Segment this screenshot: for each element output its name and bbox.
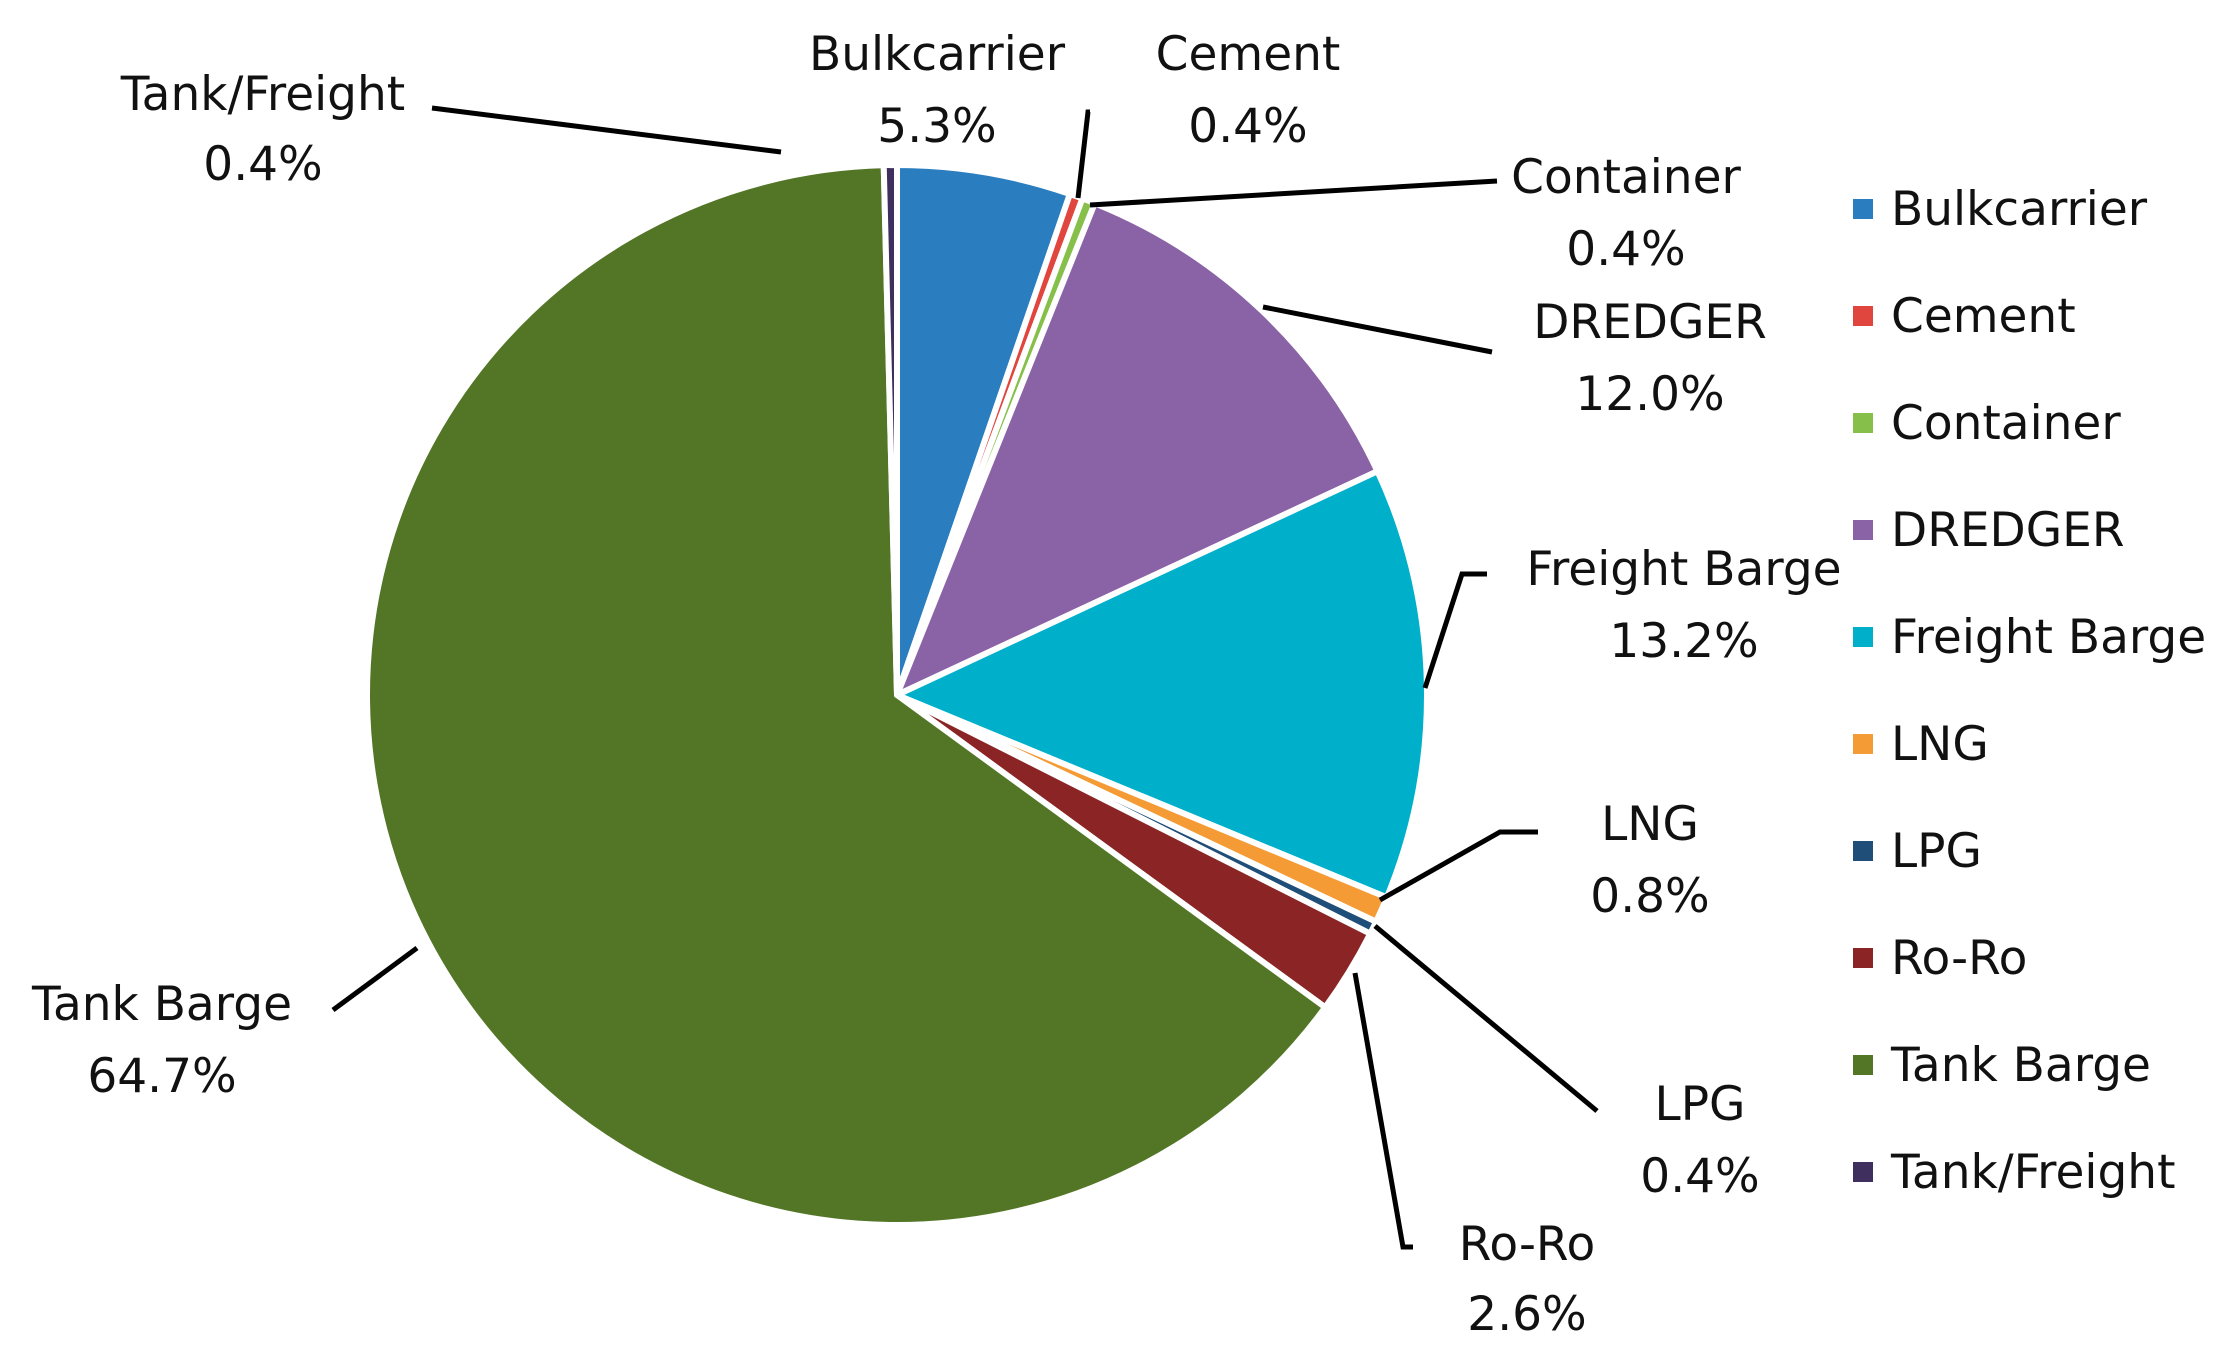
data-label-value-lng: 0.8% <box>1590 869 1709 924</box>
data-label-value-ro-ro: 2.6% <box>1467 1287 1586 1342</box>
legend-swatch-tank-barge <box>1853 1055 1873 1075</box>
leader-line-tank-freight <box>431 105 782 155</box>
legend-label-dredger: DREDGER <box>1891 503 2125 558</box>
data-label-name-bulkcarrier: Bulkcarrier <box>809 27 1066 82</box>
data-label-value-tank-freight: 0.4% <box>203 137 322 192</box>
data-label-name-tank-barge: Tank Barge <box>31 977 292 1032</box>
legend-swatch-freight-barge <box>1853 627 1873 647</box>
data-label-name-dredger: DREDGER <box>1533 295 1767 350</box>
data-label-name-freight-barge: Freight Barge <box>1526 542 1841 597</box>
pie-slice-tank-barge <box>363 162 1329 1228</box>
leader-line-ro-ro <box>1352 972 1413 1250</box>
legend-swatch-lng <box>1853 734 1873 754</box>
leader-line-dredger <box>1262 304 1493 355</box>
legend-label-bulkcarrier: Bulkcarrier <box>1891 182 2148 237</box>
legend-swatch-container <box>1853 413 1873 433</box>
leader-line-cement <box>1075 109 1091 199</box>
data-label-value-freight-barge: 13.2% <box>1609 614 1758 669</box>
legend-swatch-dredger <box>1853 520 1873 540</box>
legend-label-ro-ro: Ro-Ro <box>1891 931 2027 986</box>
legend-swatch-lpg <box>1853 841 1873 861</box>
leader-line-tank-barge <box>331 945 419 1013</box>
data-label-name-container: Container <box>1511 150 1741 205</box>
data-label-name-cement: Cement <box>1156 27 1341 82</box>
data-label-name-lpg: LPG <box>1655 1077 1746 1132</box>
pie-slice-dredger <box>894 200 1381 698</box>
pie-slices <box>363 162 1430 1228</box>
data-label-value-lpg: 0.4% <box>1640 1149 1759 1204</box>
data-labels: Bulkcarrier 5.3% Cement 0.4% Container 0.4% DR… <box>31 27 1842 1342</box>
leader-line-freight-barge <box>1422 571 1487 689</box>
leader-line-lng <box>1378 829 1538 903</box>
leader-line-container <box>1089 178 1498 208</box>
legend-label-tank-freight: Tank/Freight <box>1890 1145 2176 1200</box>
legend-label-cement: Cement <box>1891 289 2076 344</box>
leader-line-lpg <box>1373 924 1599 1113</box>
data-label-value-tank-barge: 64.7% <box>87 1049 236 1104</box>
data-label-name-lng: LNG <box>1601 797 1699 852</box>
legend-label-freight-barge: Freight Barge <box>1891 610 2206 665</box>
data-label-value-dredger: 12.0% <box>1575 367 1724 422</box>
legend-label-tank-barge: Tank Barge <box>1890 1038 2151 1093</box>
legend-swatch-bulkcarrier <box>1853 199 1873 219</box>
data-label-value-bulkcarrier: 5.3% <box>877 99 996 154</box>
pie-slice-tank-freight <box>880 162 900 698</box>
legend-label-container: Container <box>1891 396 2121 451</box>
leader-lines <box>331 105 1599 1250</box>
data-label-name-ro-ro: Ro-Ro <box>1459 1217 1595 1272</box>
legend: Bulkcarrier Cement Container DREDGER Freight… <box>1853 182 2206 1200</box>
data-label-value-cement: 0.4% <box>1188 99 1307 154</box>
legend-swatch-cement <box>1853 306 1873 326</box>
legend-label-lpg: LPG <box>1891 824 1982 879</box>
data-label-value-container: 0.4% <box>1566 222 1685 277</box>
legend-swatch-ro-ro <box>1853 948 1873 968</box>
data-label-name-tank-freight: Tank/Freight <box>120 67 406 122</box>
legend-label-lng: LNG <box>1891 717 1989 772</box>
legend-swatch-tank-freight <box>1853 1162 1873 1182</box>
